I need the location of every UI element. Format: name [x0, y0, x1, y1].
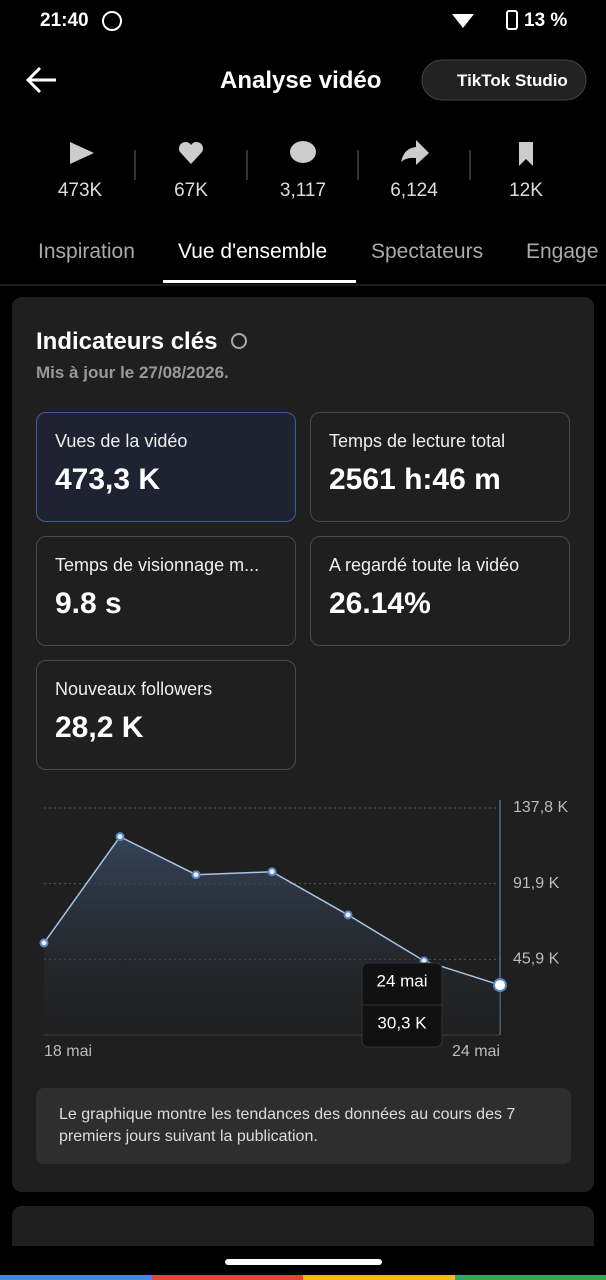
tooltip-value: 30,3 K: [377, 1013, 427, 1032]
studio-button[interactable]: [421, 59, 587, 101]
studio-label[interactable]: TikTok Studio: [457, 71, 568, 90]
metric-box[interactable]: Nouveaux followers 28,2 K: [36, 660, 296, 770]
metric-value: 28,2 K: [55, 711, 144, 744]
strip: [152, 1275, 303, 1280]
metric-value: 9.8 s: [55, 587, 122, 620]
note-box: [36, 1088, 571, 1164]
tab[interactable]: Engage: [526, 240, 599, 263]
time: 21:40: [40, 10, 89, 31]
card-title: Indicateurs clés: [36, 328, 218, 355]
icons: [0, 10, 606, 286]
point: [267, 867, 277, 877]
comment-icon: [290, 141, 316, 163]
metric-value: 26.14%: [329, 587, 431, 620]
like-icon: [178, 141, 204, 164]
stat: 473K: [57, 180, 103, 201]
share-icon: [401, 140, 429, 165]
metric-value: 2561 h:46 m: [329, 463, 501, 496]
strip: [303, 1275, 455, 1280]
strip: [0, 1275, 152, 1280]
separators: [134, 150, 471, 180]
metric-label: Temps de visionnage m...: [55, 555, 260, 575]
home-pill[interactable]: [225, 1259, 382, 1265]
x-tick-label: 18 mai: [44, 1043, 92, 1060]
stat: 6,124: [390, 180, 438, 201]
strip: [455, 1275, 606, 1280]
tooltip-category: 24 mai: [376, 971, 427, 990]
page-title: Analyse vidéo: [220, 67, 382, 94]
metric-value: 473,3 K: [55, 463, 161, 496]
metric-label: Vues de la vidéo: [55, 431, 188, 451]
save-icon: [519, 142, 533, 166]
note: Le graphique montre les tendances des do…: [59, 1106, 516, 1145]
status-icon: [102, 11, 122, 31]
metric-label: A regardé toute la vidéo: [329, 555, 520, 575]
stat: 67K: [174, 180, 208, 201]
metric-box[interactable]: Temps de lecture total 2561 h:46 m: [310, 412, 570, 522]
tab[interactable]: Spectateurs: [371, 240, 484, 263]
stat: 12K: [509, 180, 543, 201]
metric-label: Nouveaux followers: [55, 679, 213, 699]
info-icon[interactable]: [231, 333, 247, 349]
stat: 3,117: [279, 180, 327, 201]
metric-box[interactable]: Vues de la vidéo 473,3 K: [36, 412, 296, 522]
metric-box[interactable]: A regardé toute la vidéo 26.14%: [310, 536, 570, 646]
tab[interactable]: Inspiration: [38, 240, 135, 263]
y-tick-label: 45,9 K: [513, 951, 560, 968]
battery-icon: [506, 10, 518, 30]
point: [191, 870, 201, 880]
back-icon[interactable]: [25, 66, 56, 94]
card-subtitle: Mis à jour le 27/08/2026.: [36, 363, 229, 382]
x-tick-label: 24 mai: [452, 1043, 500, 1060]
metric-box[interactable]: Temps de visionnage m... 9.8 s: [36, 536, 296, 646]
y-tick-label: 91,9 K: [513, 875, 560, 892]
point: [493, 978, 507, 993]
metric-label: Temps de lecture total: [329, 431, 506, 451]
wifi-icon: [452, 14, 474, 28]
play-icon: [70, 142, 94, 164]
point: [343, 910, 353, 920]
tab[interactable]: Vue d'ensemble: [178, 240, 328, 263]
tab-indicator: [163, 280, 356, 283]
battery: 13 %: [524, 10, 568, 31]
point: [39, 938, 49, 948]
chart: 45,9 K 91,9 K 137,8 K 18 mai 24 mai 24 mai 30,…: [39, 799, 568, 1060]
y-tick-label: 137,8 K: [513, 799, 568, 816]
point: [115, 832, 125, 842]
